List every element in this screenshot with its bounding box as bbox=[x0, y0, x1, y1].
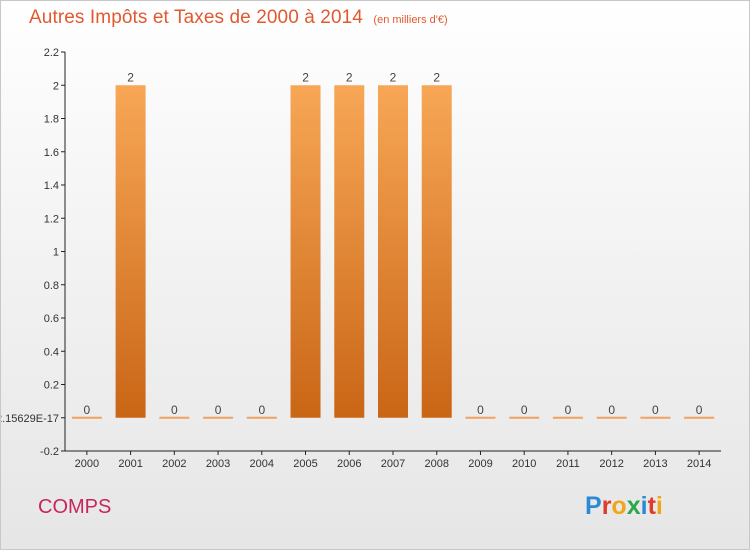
data-label: 0 bbox=[608, 403, 615, 417]
y-tick-label: 0.2 bbox=[44, 380, 59, 392]
bar bbox=[465, 416, 496, 419]
y-tick-label: 0.6 bbox=[44, 313, 59, 325]
x-tick-label: 2001 bbox=[118, 458, 142, 470]
commune-name: COMPS bbox=[38, 496, 112, 518]
chart-data-labels: 0 2 0 0 0 2 2 2 2 0 0 0 0 0 0 bbox=[84, 70, 703, 417]
bar bbox=[203, 416, 234, 419]
chart-title-row: Autres Impôts et Taxes de 2000 à 2014 (e… bbox=[29, 7, 448, 29]
y-tick-label: -0.2 bbox=[40, 446, 59, 458]
chart-unit: (en milliers d'€) bbox=[373, 14, 448, 26]
proxiti-logo[interactable]: Proxiti bbox=[585, 492, 663, 520]
bar bbox=[378, 85, 408, 418]
y-tick-label: 2.2 bbox=[44, 47, 59, 59]
x-tick-label: 2007 bbox=[381, 458, 405, 470]
x-tick-label: 2012 bbox=[599, 458, 623, 470]
bar bbox=[552, 416, 583, 419]
data-label: 0 bbox=[652, 403, 659, 417]
bar bbox=[640, 416, 671, 419]
data-label: 0 bbox=[258, 403, 265, 417]
x-tick-label: 2008 bbox=[424, 458, 448, 470]
bar bbox=[71, 416, 102, 419]
y-tick-label: 1.4 bbox=[44, 180, 59, 192]
x-tick-label: 2005 bbox=[293, 458, 317, 470]
data-label: 0 bbox=[696, 403, 703, 417]
bar bbox=[684, 416, 715, 419]
bar bbox=[334, 85, 365, 418]
data-label: 0 bbox=[565, 403, 572, 417]
y-tick-label: 1.6 bbox=[44, 147, 59, 159]
bar bbox=[246, 416, 277, 419]
x-tick-label: 2010 bbox=[512, 458, 536, 470]
chart-title: Autres Impôts et Taxes de 2000 à 2014 bbox=[29, 7, 363, 28]
y-tick-label: 1 bbox=[53, 247, 59, 259]
data-label: 2 bbox=[346, 70, 353, 84]
x-tick-label: 2014 bbox=[687, 458, 711, 470]
bar bbox=[290, 85, 321, 418]
y-tick-label: -2.15629E-17 bbox=[1, 413, 59, 425]
data-label: 2 bbox=[433, 70, 440, 84]
x-tick-label: 2004 bbox=[250, 458, 274, 470]
y-tick-label: 0.8 bbox=[44, 280, 59, 292]
y-tick-label: 1.8 bbox=[44, 114, 59, 126]
data-label: 0 bbox=[215, 403, 222, 417]
data-label: 0 bbox=[521, 403, 528, 417]
x-tick-label: 2013 bbox=[643, 458, 667, 470]
data-label: 2 bbox=[302, 70, 309, 84]
data-label: 0 bbox=[477, 403, 484, 417]
chart-tick-labels: 2.2 2 1.8 1.6 1.4 1.2 1 0.8 0.6 0.4 0.2 -2.15629E-1… bbox=[1, 47, 711, 470]
data-label: 2 bbox=[127, 70, 134, 84]
bar bbox=[596, 416, 627, 419]
x-tick-label: 2003 bbox=[206, 458, 230, 470]
x-tick-label: 2002 bbox=[162, 458, 186, 470]
bar bbox=[421, 85, 452, 418]
bar bbox=[115, 85, 146, 418]
bar bbox=[509, 416, 540, 419]
data-label: 0 bbox=[171, 403, 178, 417]
data-label: 0 bbox=[84, 403, 91, 417]
chart-bars bbox=[71, 85, 715, 419]
x-tick-label: 2006 bbox=[337, 458, 361, 470]
y-tick-label: 2 bbox=[53, 80, 59, 92]
y-tick-label: 1.2 bbox=[44, 213, 59, 225]
x-tick-label: 2011 bbox=[556, 458, 580, 470]
data-label: 2 bbox=[390, 70, 397, 84]
x-tick-label: 2009 bbox=[468, 458, 492, 470]
y-tick-label: 0.4 bbox=[44, 346, 59, 358]
bar bbox=[159, 416, 190, 419]
x-tick-label: 2000 bbox=[75, 458, 99, 470]
